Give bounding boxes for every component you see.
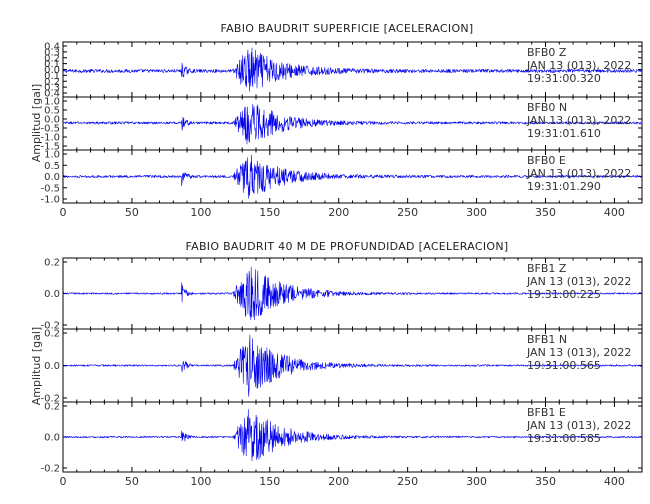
y-tick-label: 0.2 bbox=[44, 77, 60, 88]
y-tick-label: -0.2 bbox=[40, 321, 60, 332]
top-chart-title: FABIO BAUDRIT SUPERFICIE [ACELERACION] bbox=[220, 22, 473, 35]
waveform-trace-bfb0-e bbox=[62, 154, 643, 199]
y-tick-label: 0.1 bbox=[44, 59, 60, 70]
y-tick-label: 0.2 bbox=[44, 53, 60, 64]
y-tick-label: 0.5 bbox=[44, 106, 60, 117]
x-tick-label: 0 bbox=[60, 206, 67, 219]
y-tick-label: -1.5 bbox=[40, 142, 60, 153]
station-component-label: BFB0 Z bbox=[527, 46, 567, 59]
x-tick-label: 400 bbox=[604, 206, 625, 219]
x-tick-label: 300 bbox=[466, 206, 487, 219]
y-tick-label: 0.0 bbox=[44, 65, 60, 76]
y-tick-label: 0.5 bbox=[44, 161, 60, 172]
y-tick-label: 1.0 bbox=[44, 150, 60, 161]
trace-start-time-label: 19:31:01.290 bbox=[527, 180, 601, 193]
x-tick-label: 200 bbox=[328, 475, 349, 488]
y-tick-label: -0.2 bbox=[40, 464, 60, 475]
x-tick-label: 50 bbox=[125, 206, 139, 219]
station-component-label: BFB1 N bbox=[527, 333, 567, 346]
x-tick-label: 400 bbox=[604, 475, 625, 488]
x-tick-label: 100 bbox=[190, 206, 211, 219]
x-tick-label: 250 bbox=[397, 475, 418, 488]
trace-date-label: JAN 13 (013), 2022 bbox=[526, 167, 631, 180]
trace-start-time-label: 19:31:00.565 bbox=[527, 359, 601, 372]
y-tick-label: 0.4 bbox=[44, 42, 60, 53]
x-tick-label: 100 bbox=[190, 475, 211, 488]
x-tick-label: 200 bbox=[328, 206, 349, 219]
waveform-trace-bfb0-z bbox=[62, 47, 643, 92]
trace-start-time-label: 19:31:00.585 bbox=[527, 432, 601, 445]
y-tick-label: 1.0 bbox=[44, 97, 60, 108]
y-tick-label: 0.2 bbox=[44, 258, 60, 269]
x-tick-label: 250 bbox=[397, 206, 418, 219]
trace-date-label: JAN 13 (013), 2022 bbox=[526, 419, 631, 432]
station-component-label: BFB0 N bbox=[527, 101, 567, 114]
y-tick-label: 0.0 bbox=[44, 361, 60, 372]
waveform-trace-bfb0-n bbox=[62, 103, 643, 145]
trace-date-label: JAN 13 (013), 2022 bbox=[526, 114, 631, 127]
x-tick-label: 50 bbox=[125, 475, 139, 488]
x-tick-label: 150 bbox=[259, 475, 280, 488]
trace-date-label: JAN 13 (013), 2022 bbox=[526, 59, 631, 72]
trace-start-time-label: 19:31:01.610 bbox=[527, 127, 601, 140]
station-component-label: BFB1 E bbox=[527, 406, 566, 419]
trace-date-label: JAN 13 (013), 2022 bbox=[526, 275, 631, 288]
y-tick-label: 0.3 bbox=[44, 47, 60, 58]
bottom-y-axis-label: Amplitud [gal] bbox=[30, 327, 43, 405]
trace-start-time-label: 19:31:00.225 bbox=[527, 288, 601, 301]
y-tick-label: 0.4 bbox=[44, 89, 60, 100]
waveform-trace-bfb1-z bbox=[62, 266, 643, 320]
y-tick-label: 0.1 bbox=[44, 71, 60, 82]
y-tick-label: 0.3 bbox=[44, 83, 60, 94]
trace-start-time-label: 19:31:00.320 bbox=[527, 72, 601, 85]
x-tick-label: 350 bbox=[535, 475, 556, 488]
waveform-trace-bfb1-n bbox=[62, 334, 643, 397]
waveform-trace-bfb1-e bbox=[62, 409, 643, 462]
station-component-label: BFB0 E bbox=[527, 154, 566, 167]
y-tick-label: 0.0 bbox=[44, 433, 60, 444]
bottom-chart-title: FABIO BAUDRIT 40 M DE PROFUNDIDAD [ACELE… bbox=[186, 240, 509, 253]
y-tick-label: 0.0 bbox=[44, 115, 60, 126]
y-tick-label: -0.5 bbox=[40, 183, 60, 194]
x-tick-label: 300 bbox=[466, 475, 487, 488]
y-tick-label: -1.0 bbox=[40, 195, 60, 206]
y-tick-label: 0.0 bbox=[44, 172, 60, 183]
x-tick-label: 0 bbox=[60, 475, 67, 488]
y-tick-label: -0.2 bbox=[40, 394, 60, 405]
y-tick-label: 0.2 bbox=[44, 329, 60, 340]
y-tick-label: -0.5 bbox=[40, 124, 60, 135]
x-tick-label: 150 bbox=[259, 206, 280, 219]
trace-date-label: JAN 13 (013), 2022 bbox=[526, 346, 631, 359]
y-tick-label: 0.0 bbox=[44, 289, 60, 300]
y-tick-label: -1.0 bbox=[40, 133, 60, 144]
x-tick-label: 350 bbox=[535, 206, 556, 219]
station-component-label: BFB1 Z bbox=[527, 262, 567, 275]
y-tick-label: 0.2 bbox=[44, 402, 60, 413]
top-y-axis-label: Amplitud [gal] bbox=[30, 84, 43, 162]
